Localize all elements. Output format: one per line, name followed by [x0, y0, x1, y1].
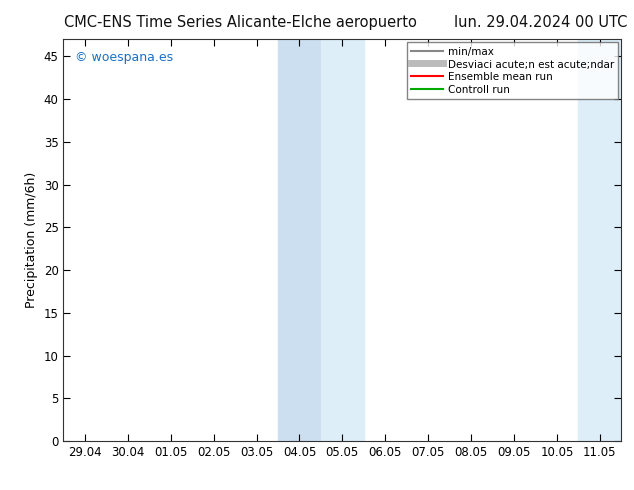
- Legend: min/max, Desviaci acute;n est acute;ndar, Ensemble mean run, Controll run: min/max, Desviaci acute;n est acute;ndar…: [407, 42, 618, 99]
- Y-axis label: Precipitation (mm/6h): Precipitation (mm/6h): [25, 172, 38, 308]
- Bar: [321, 39, 364, 441]
- Text: CMC-ENS Time Series Alicante-Elche aeropuerto: CMC-ENS Time Series Alicante-Elche aerop…: [65, 15, 417, 30]
- Bar: [578, 39, 621, 441]
- Text: © woespana.es: © woespana.es: [75, 51, 172, 64]
- Text: lun. 29.04.2024 00 UTC: lun. 29.04.2024 00 UTC: [455, 15, 628, 30]
- Bar: [278, 39, 321, 441]
